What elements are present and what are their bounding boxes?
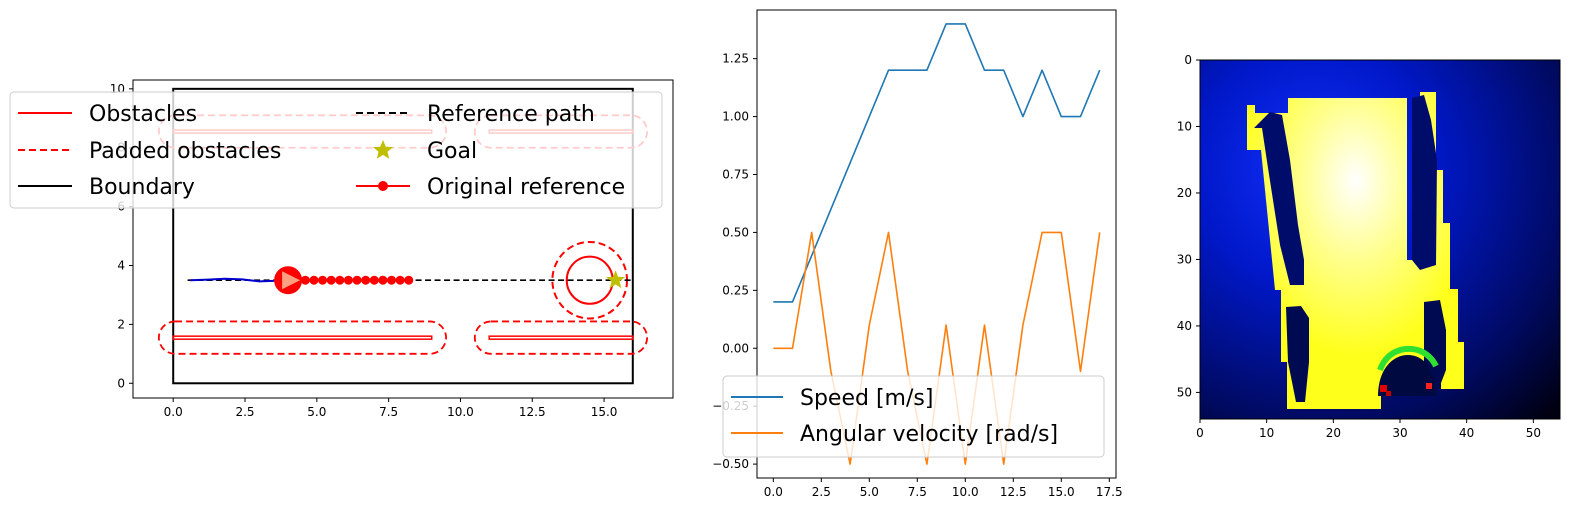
velocity-panel: 0.02.55.07.510.012.515.017.5−0.50−0.250.…	[712, 9, 1123, 499]
y-tick-label: 0	[117, 376, 125, 390]
velocity-axes-frame	[756, 9, 1117, 479]
map-ticks: 0.02.55.07.510.012.515.00246810	[110, 82, 618, 419]
goal-star	[606, 270, 626, 289]
y-tick-label: 20	[1177, 186, 1192, 200]
speed-series-line	[773, 23, 1101, 303]
x-tick-label: 10	[1259, 426, 1274, 440]
padded-obstacle	[157, 320, 447, 355]
x-tick-label: 2.5	[235, 405, 254, 419]
original-reference-point	[404, 275, 414, 285]
heatmap-red-cell	[1426, 383, 1432, 389]
original-reference-point	[343, 275, 353, 285]
legend-obstacles-label: Obstacles	[89, 102, 197, 127]
original-reference-point	[309, 275, 319, 285]
y-tick-label: 0	[1184, 53, 1192, 67]
legend-boundary-label: Boundary	[89, 175, 195, 200]
x-tick-label: 12.5	[1000, 485, 1027, 499]
heatmap-ticks: 0 10 20 30 40 50 0 10 20 30 40 50	[1177, 53, 1541, 440]
x-tick-label: 17.5	[1096, 485, 1123, 499]
y-tick-label: 1.00	[722, 110, 749, 124]
y-tick-label: −0.50	[712, 457, 749, 471]
x-tick-label: 10.0	[952, 485, 979, 499]
x-tick-label: 5.0	[307, 405, 326, 419]
x-tick-label: 15.0	[1048, 485, 1075, 499]
legend-goal-label: Goal	[427, 139, 477, 164]
original-reference-point	[300, 275, 310, 285]
legend-reference-path-label: Reference path	[427, 102, 595, 127]
heatmap-left-hole	[1254, 112, 1304, 285]
map-legend-frame	[9, 91, 663, 209]
y-tick-label: 10	[1177, 119, 1192, 133]
x-tick-label: 0.0	[764, 485, 783, 499]
y-tick-label: 0.25	[722, 283, 749, 297]
heatmap-axes-frame	[1199, 59, 1561, 420]
legend-angular-label: Angular velocity [rad/s]	[800, 422, 1058, 447]
x-tick-label: 15.0	[591, 405, 618, 419]
y-tick-label: 40	[1177, 319, 1192, 333]
y-tick-label: 2	[117, 317, 125, 331]
heatmap-image	[1200, 60, 1560, 419]
heatmap-right-hole	[1412, 95, 1437, 270]
y-tick-label: 0.00	[722, 341, 749, 355]
legend-goal-star-icon	[373, 140, 393, 159]
obstacle	[488, 335, 634, 340]
legend-original-reference-marker	[378, 181, 388, 191]
boundary-rectangle	[172, 87, 634, 385]
x-tick-label: 7.5	[379, 405, 398, 419]
velocity-legend-frame	[722, 375, 1105, 458]
x-tick-label: 40	[1459, 426, 1474, 440]
original-reference-point	[318, 275, 328, 285]
heatmap-red-cell	[1386, 391, 1391, 396]
padded-obstacle	[473, 320, 649, 355]
legend-speed-label: Speed [m/s]	[800, 386, 933, 411]
x-tick-label: 0	[1196, 426, 1204, 440]
original-reference-point	[378, 275, 388, 285]
x-tick-label: 30	[1392, 426, 1407, 440]
heatmap-green-arc	[1377, 345, 1439, 372]
heatmap-panel: 0 10 20 30 40 50 0 10 20 30 40 50	[1177, 53, 1561, 440]
x-tick-label: 5.0	[860, 485, 879, 499]
legend-original-reference-label: Original reference	[427, 175, 625, 200]
x-tick-label: 12.5	[519, 405, 546, 419]
y-tick-label: 0.50	[722, 225, 749, 239]
original-reference-point	[395, 275, 405, 285]
velocity-legend: Speed [m/s] Angular velocity [rad/s]	[722, 375, 1105, 458]
heatmap-obstacle-dome	[1378, 355, 1436, 396]
y-tick-label: 4	[117, 259, 125, 273]
original-reference-point	[352, 275, 362, 285]
x-tick-label: 2.5	[812, 485, 831, 499]
heatmap-lower-left-hole	[1286, 306, 1309, 402]
x-tick-label: 20	[1326, 426, 1341, 440]
y-tick-label: 0.75	[722, 167, 749, 181]
x-tick-label: 50	[1526, 426, 1541, 440]
original-reference-point	[361, 275, 371, 285]
y-tick-label: 1.25	[722, 52, 749, 66]
original-reference-point	[326, 275, 336, 285]
map-legend: Obstacles Reference path Padded obstacle…	[9, 91, 663, 209]
map-axes-frame	[132, 79, 674, 399]
heatmap-red-cell	[1380, 385, 1387, 392]
y-tick-label: 30	[1177, 252, 1192, 266]
robot-heading-arrow	[282, 271, 301, 290]
original-reference-point	[335, 275, 345, 285]
original-reference-point	[387, 275, 397, 285]
x-tick-label: 7.5	[908, 485, 927, 499]
original-reference-point	[369, 275, 379, 285]
obstacle	[172, 335, 433, 340]
y-tick-label: 50	[1177, 385, 1192, 399]
legend-padded-obstacles-label: Padded obstacles	[89, 139, 281, 164]
x-tick-label: 0.0	[164, 405, 183, 419]
x-tick-label: 10.0	[447, 405, 474, 419]
